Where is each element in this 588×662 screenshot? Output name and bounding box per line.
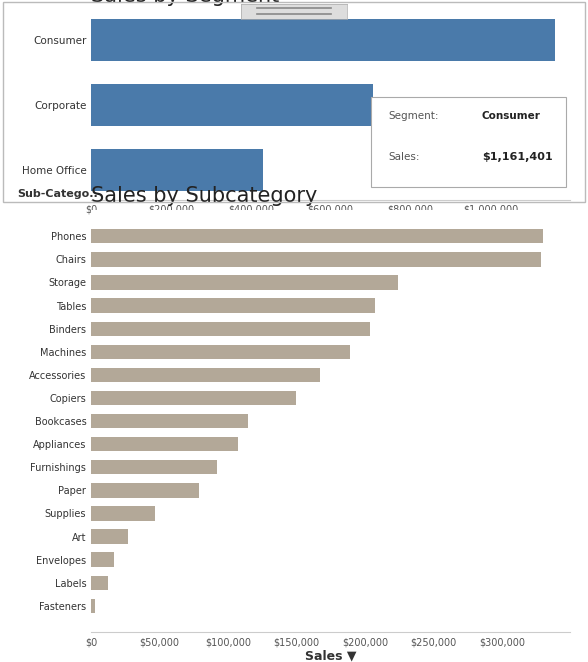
Bar	[91, 391, 296, 405]
Text: Sales:: Sales:	[388, 152, 420, 162]
Bar	[91, 149, 263, 191]
Text: Sub-Catego..: Sub-Catego..	[17, 189, 98, 199]
Bar	[91, 229, 543, 244]
Text: Consumer: Consumer	[482, 111, 540, 120]
Bar	[91, 252, 541, 267]
Bar	[91, 299, 375, 312]
Bar	[91, 553, 113, 567]
Bar	[91, 460, 217, 475]
Bar	[91, 19, 555, 61]
Bar	[91, 506, 155, 520]
Bar	[91, 84, 373, 126]
Bar	[91, 345, 350, 359]
Bar	[91, 483, 199, 498]
Text: Sales by Segment: Sales by Segment	[91, 0, 279, 5]
Bar	[91, 414, 249, 428]
Text: $1,161,401: $1,161,401	[482, 152, 552, 162]
Bar	[91, 367, 320, 382]
FancyBboxPatch shape	[372, 97, 566, 187]
Bar	[91, 437, 238, 451]
X-axis label: Sales: Sales	[312, 218, 349, 230]
Bar	[91, 598, 95, 613]
Text: Sales by Subcategory: Sales by Subcategory	[91, 185, 318, 206]
Bar	[91, 575, 108, 590]
Bar	[91, 275, 397, 290]
Bar	[91, 322, 370, 336]
Bar	[91, 530, 128, 544]
Text: Segment:: Segment:	[388, 111, 439, 120]
X-axis label: Sales ▼: Sales ▼	[305, 650, 356, 662]
